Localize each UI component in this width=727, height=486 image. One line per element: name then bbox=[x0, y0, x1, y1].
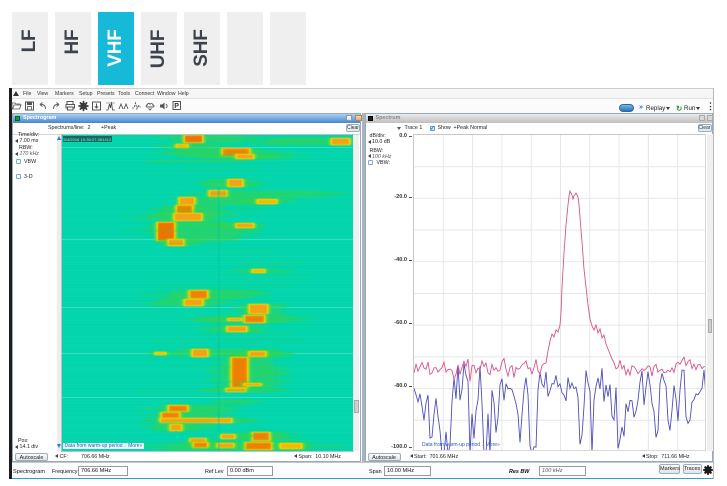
svg-text:P: P bbox=[174, 103, 179, 110]
